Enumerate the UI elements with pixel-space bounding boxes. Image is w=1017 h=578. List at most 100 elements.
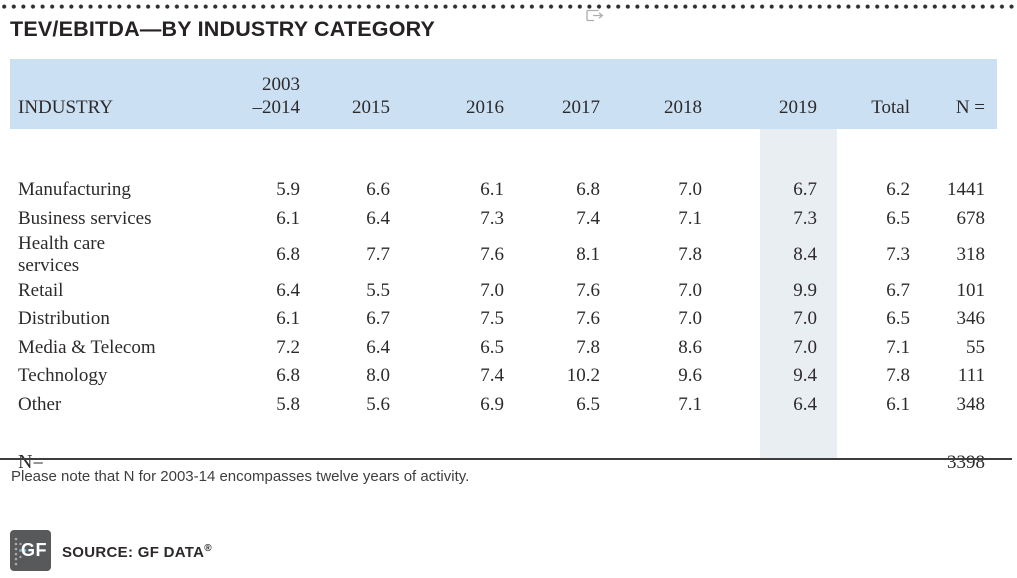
- cell: 6.4: [366, 336, 390, 358]
- cell: 8.4: [793, 243, 817, 265]
- table-row: Distribution 6.1 6.7 7.5 7.6 7.0 7.0 6.5…: [10, 305, 997, 333]
- cell: 8.0: [366, 365, 390, 387]
- column-header-2017: 2017: [516, 59, 612, 129]
- registered-mark: ®: [204, 543, 212, 554]
- cell: 7.1: [678, 207, 702, 229]
- highlight-column-2019: [760, 129, 837, 458]
- cell: 6.4: [793, 393, 817, 415]
- cell: 111: [957, 365, 985, 387]
- cell: 8.1: [576, 243, 600, 265]
- cell: 7.8: [576, 336, 600, 358]
- table-bottom-rule: [0, 458, 1012, 460]
- cell: 6.8: [276, 365, 300, 387]
- spacer-row: [10, 419, 997, 449]
- cell: 7.0: [793, 308, 817, 330]
- cell: 6.6: [366, 179, 390, 201]
- column-header-2019: 2019: [714, 59, 829, 129]
- column-header-2015: 2015: [312, 59, 402, 129]
- row-label: Manufacturing: [18, 179, 131, 201]
- total-row: N= 3398: [10, 449, 997, 474]
- cell: 9.6: [678, 365, 702, 387]
- cell: 6.5: [886, 207, 910, 229]
- source-credit: SOURCE: GF DATA®: [62, 543, 212, 562]
- cell: 346: [956, 308, 986, 330]
- cell: 6.9: [480, 393, 504, 415]
- header-line-2003: 2003: [262, 74, 300, 96]
- cell: 7.0: [793, 336, 817, 358]
- column-header-2016: 2016: [402, 59, 516, 129]
- total-n-value: 3398: [947, 451, 985, 473]
- cell: 6.4: [276, 279, 300, 301]
- cell: 7.2: [276, 336, 300, 358]
- column-header-industry: INDUSTRY: [10, 59, 170, 129]
- cell: 7.3: [480, 207, 504, 229]
- cell: 678: [956, 207, 986, 229]
- row-label: Media & Telecom: [18, 336, 156, 358]
- footnote-text: Please note that N for 2003-14 encompass…: [11, 468, 470, 485]
- column-header-2018: 2018: [612, 59, 714, 129]
- cell: 6.8: [276, 243, 300, 265]
- cell: 7.3: [886, 243, 910, 265]
- logo-gf-text: GF: [21, 539, 47, 560]
- table-row: Other 5.8 5.6 6.9 6.5 7.1 6.4 6.1 348: [10, 390, 997, 418]
- row-label: Other: [18, 393, 62, 415]
- cell: 7.8: [886, 365, 910, 387]
- cell: 6.2: [886, 179, 910, 201]
- row-label: Technology: [18, 365, 108, 387]
- cell: 8.6: [678, 336, 702, 358]
- table-row: Technology 6.8 8.0 7.4 10.2 9.6 9.4 7.8 …: [10, 362, 997, 390]
- cell: 5.9: [276, 179, 300, 201]
- spacer-row: [10, 129, 997, 176]
- row-label: Health care services: [18, 232, 106, 276]
- cell: 6.1: [480, 179, 504, 201]
- cell: 7.4: [576, 207, 600, 229]
- cell: 348: [956, 393, 986, 415]
- row-label: Retail: [18, 279, 64, 301]
- dotted-top-border: [2, 4, 1014, 10]
- table-row: Media & Telecom 7.2 6.4 6.5 7.8 8.6 7.0 …: [10, 334, 997, 362]
- cell: 6.7: [366, 308, 390, 330]
- cell: 6.7: [886, 279, 910, 301]
- source-label: SOURCE: GF DATA: [62, 544, 205, 561]
- cell: 6.5: [480, 336, 504, 358]
- cell: 6.5: [576, 393, 600, 415]
- cell: 7.0: [678, 179, 702, 201]
- cell: 6.4: [366, 207, 390, 229]
- cell: 7.6: [480, 243, 504, 265]
- cell: 9.9: [793, 279, 817, 301]
- table-row: Business services 6.1 6.4 7.3 7.4 7.1 7.…: [10, 204, 997, 232]
- cell: 5.5: [366, 279, 390, 301]
- cell: 6.1: [886, 393, 910, 415]
- column-header-n: N =: [922, 59, 997, 129]
- row-label: Business services: [18, 207, 152, 229]
- header-line-2014: –2014: [252, 96, 301, 118]
- cell: 1441: [947, 179, 985, 201]
- cell: 7.4: [480, 365, 504, 387]
- cell: 7.8: [678, 243, 702, 265]
- cell: 5.8: [276, 393, 300, 415]
- cell: 7.3: [793, 207, 817, 229]
- logo-dot-pattern: [14, 537, 31, 566]
- cell: 55: [966, 336, 985, 358]
- table-row: Manufacturing 5.9 6.6 6.1 6.8 7.0 6.7 6.…: [10, 176, 997, 204]
- cell: 9.4: [793, 365, 817, 387]
- gf-data-logo: GF: [10, 530, 51, 571]
- cell: 6.1: [276, 308, 300, 330]
- cell: 6.1: [276, 207, 300, 229]
- cell: 318: [956, 243, 986, 265]
- row-label: Distribution: [18, 308, 110, 330]
- cell: 6.8: [576, 179, 600, 201]
- cell: 7.6: [576, 308, 600, 330]
- cell: 7.0: [678, 279, 702, 301]
- cell: 7.1: [886, 336, 910, 358]
- cell: 7.0: [480, 279, 504, 301]
- cell: 10.2: [566, 365, 600, 387]
- header-row: INDUSTRY 2003 –2014 2015 2016 2017 2018 …: [10, 59, 997, 129]
- total-row-label: N=: [18, 450, 44, 473]
- cell: 7.1: [678, 393, 702, 415]
- table-row: Health care services 6.8 7.7 7.6 8.1 7.8…: [10, 233, 997, 277]
- cell: 101: [956, 279, 986, 301]
- cell: 6.5: [886, 308, 910, 330]
- cell: 7.7: [366, 243, 390, 265]
- page-export-icon: [585, 9, 605, 27]
